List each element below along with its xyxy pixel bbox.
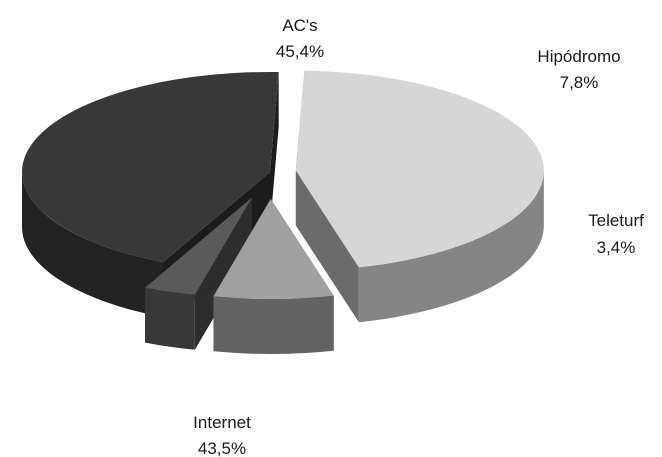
slice-side-wall [270, 72, 279, 228]
slice-value-hipodromo: 7,8% [560, 73, 599, 92]
slice-ac-s [295, 70, 544, 323]
slice-top [295, 70, 544, 268]
pie-slices [22, 70, 544, 354]
slice-outer-wall [145, 287, 195, 350]
slice-outer-wall [358, 170, 544, 323]
slice-value-acs: 45,4% [276, 42, 324, 61]
slice-top [22, 72, 279, 263]
slice-label-hipodromo: Hipódromo [537, 47, 620, 66]
slice-label-internet: Internet [193, 413, 251, 432]
slice-top [145, 197, 253, 295]
slice-hip-dromo [213, 198, 334, 354]
slice-side-wall [295, 170, 359, 323]
slice-value-internet: 43,5% [198, 439, 246, 457]
slice-outer-wall [213, 295, 334, 354]
slice-teleturf [145, 197, 253, 350]
slice-label-acs: AC's [282, 16, 317, 35]
slice-outer-wall [22, 172, 164, 318]
slice-label-teleturf: Teleturf [588, 211, 644, 230]
pie-labels: AC's 45,4% Hipódromo 7,8% Teleturf 3,4% … [193, 16, 644, 457]
slice-value-teleturf: 3,4% [597, 238, 636, 257]
slice-top [213, 198, 334, 299]
